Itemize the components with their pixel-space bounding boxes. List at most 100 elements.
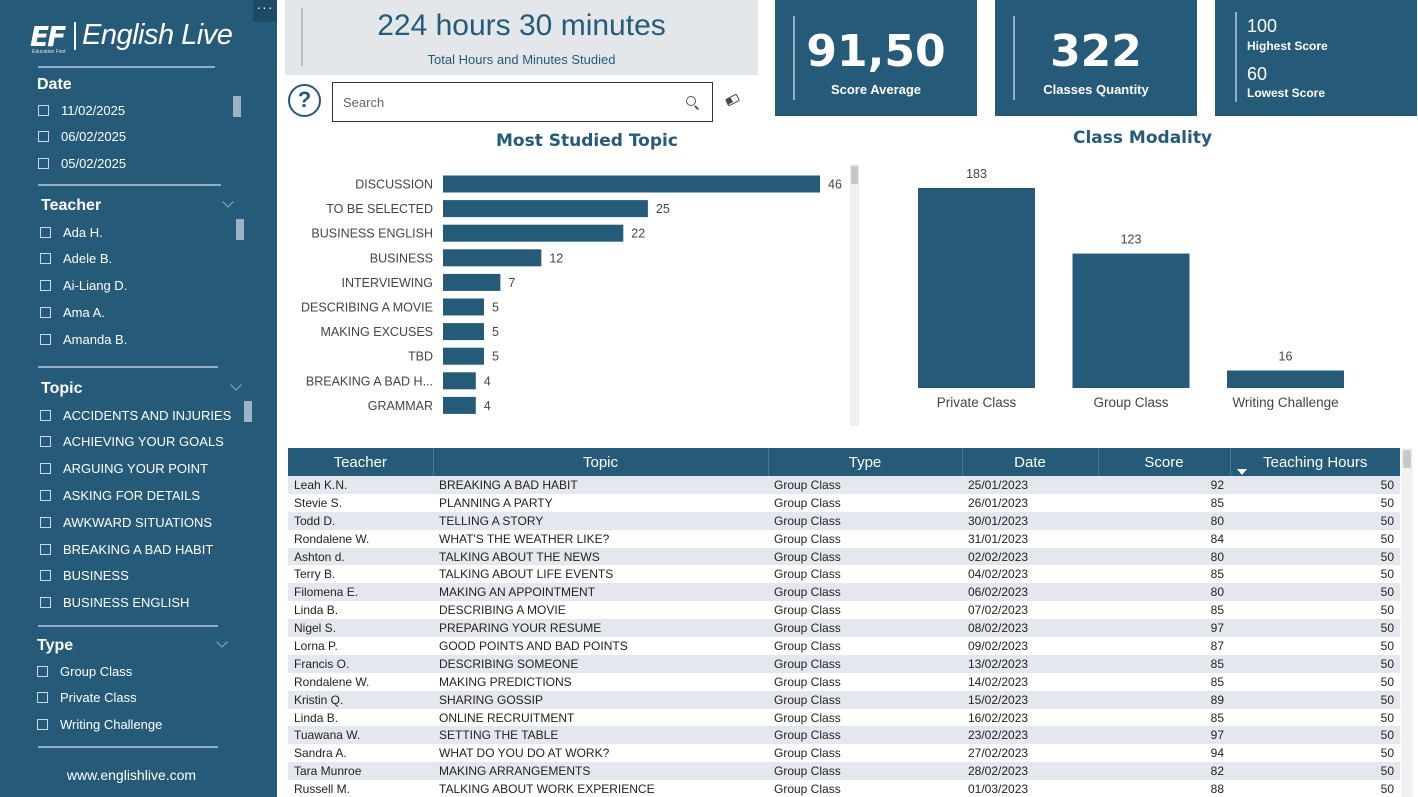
table-row[interactable]: Kristin Q. SHARING GOSSIP Group Class 15/02…: [288, 690, 1400, 709]
topic-option[interactable]: ACHIEVING YOUR GOALS: [40, 432, 224, 452]
checkbox[interactable]: [38, 157, 49, 169]
table-row[interactable]: Rondalene W. WHAT'S THE WEATHER LIKE? Grou…: [288, 529, 1400, 548]
checkbox[interactable]: [40, 306, 51, 318]
column-header[interactable]: Score: [1098, 448, 1231, 476]
teacher-option[interactable]: Amanda B.: [40, 329, 127, 349]
type-option[interactable]: Group Class: [37, 661, 132, 681]
table-row[interactable]: Sandra A. WHAT DO YOU DO AT WORK? Group Cl…: [288, 744, 1400, 763]
topic-bar[interactable]: [443, 396, 476, 414]
topic-bar[interactable]: [443, 298, 484, 316]
column-header-label: Teacher: [333, 453, 387, 471]
scrollbar-thumb[interactable]: [851, 166, 858, 184]
column-header[interactable]: Type: [768, 448, 963, 476]
checkbox[interactable]: [38, 131, 49, 142]
table-row[interactable]: Stevie S. PLANNING A PARTY Group Class 26/0…: [288, 493, 1400, 512]
checkbox[interactable]: [37, 692, 48, 703]
chevron-down-icon[interactable]: [216, 636, 228, 648]
question-icon[interactable]: ?: [288, 84, 321, 117]
table-row[interactable]: Todd D. TELLING A STORY Group Class 30/01/2…: [288, 511, 1400, 530]
checkbox[interactable]: [40, 436, 51, 448]
checkbox[interactable]: [40, 597, 51, 609]
checkbox[interactable]: [40, 226, 51, 238]
table-row[interactable]: Rondalene W. MAKING PREDICTIONS Group Clas…: [288, 672, 1400, 691]
table-cell: 50: [1230, 511, 1400, 530]
topic-option[interactable]: BUSINESS: [40, 566, 129, 586]
checkbox[interactable]: [40, 463, 51, 475]
table-row[interactable]: Russell M. TALKING ABOUT WORK EXPERIENCE G…: [288, 780, 1400, 797]
modality-bar-value: 183: [966, 167, 987, 181]
table-cell: Filomena E.: [288, 583, 433, 602]
table-row[interactable]: Tara Munroe MAKING ARRANGEMENTS Group Clas…: [288, 762, 1400, 781]
table-row[interactable]: Tuawana W. SETTING THE TABLE Group Class 23…: [288, 726, 1400, 745]
type-option[interactable]: Private Class: [37, 688, 137, 708]
chevron-down-icon[interactable]: [230, 379, 242, 391]
date-option[interactable]: 05/02/2025: [38, 153, 126, 173]
table-row[interactable]: Filomena E. MAKING AN APPOINTMENT Group Cl…: [288, 583, 1400, 602]
topic-filter-scrollbar[interactable]: [244, 401, 252, 422]
date-filter-scrollbar[interactable]: [233, 96, 241, 117]
topic-axis-label: TBD: [408, 350, 433, 364]
teacher-option[interactable]: Ama A.: [40, 302, 105, 322]
search-icon[interactable]: [686, 96, 696, 106]
table-row[interactable]: Linda B. ONLINE RECRUITMENT Group Class 16/…: [288, 708, 1400, 727]
table-row[interactable]: Linda B. DESCRIBING A MOVIE Group Class 07/…: [288, 601, 1400, 620]
chevron-down-icon[interactable]: [222, 196, 234, 208]
checkbox[interactable]: [38, 104, 49, 116]
column-header[interactable]: Teacher: [288, 448, 434, 476]
checkbox[interactable]: [37, 718, 48, 730]
topic-bar[interactable]: [443, 200, 648, 218]
column-header[interactable]: Teaching Hours: [1230, 448, 1400, 476]
date-option[interactable]: 11/02/2025: [38, 100, 125, 120]
table-row[interactable]: Nigel S. PREPARING YOUR RESUME Group Class…: [288, 619, 1400, 638]
topic-option[interactable]: AWKWARD SITUATIONS: [40, 512, 212, 532]
topic-bar[interactable]: [443, 224, 624, 242]
checkbox[interactable]: [40, 333, 51, 345]
topic-bar[interactable]: [443, 273, 501, 291]
table-scrollbar[interactable]: [1401, 448, 1413, 797]
eraser-icon[interactable]: [724, 93, 741, 107]
column-header[interactable]: Topic: [433, 448, 769, 476]
topic-option[interactable]: ASKING FOR DETAILS: [40, 485, 200, 505]
type-option[interactable]: Writing Challenge: [37, 714, 162, 734]
teacher-option[interactable]: Adele B.: [40, 249, 112, 269]
column-header[interactable]: Date: [962, 448, 1099, 476]
topic-option[interactable]: ARGUING YOUR POINT: [40, 459, 208, 479]
more-options-button[interactable]: ···: [253, 0, 277, 22]
date-option[interactable]: 06/02/2025: [38, 127, 126, 147]
teacher-option[interactable]: Ada H.: [40, 222, 103, 242]
table-row[interactable]: Francis O. DESCRIBING SOMEONE Group Class 1…: [288, 654, 1400, 673]
topic-bar[interactable]: [443, 249, 542, 267]
table-cell: 50: [1230, 744, 1400, 763]
topic-bar[interactable]: [443, 372, 476, 390]
modality-bar[interactable]: [918, 188, 1035, 388]
modality-bar[interactable]: [1072, 253, 1190, 388]
search-input[interactable]: [343, 92, 673, 112]
topic-bar[interactable]: [443, 347, 484, 365]
topic-option[interactable]: ACCIDENTS AND INJURIES: [40, 405, 231, 425]
teacher-option[interactable]: Ai-Liang D.: [40, 276, 127, 296]
checkbox[interactable]: [40, 543, 51, 555]
table-row[interactable]: Ashton d. TALKING ABOUT THE NEWS Group Cla…: [288, 547, 1400, 566]
table-cell: 31/01/2023: [962, 529, 1098, 548]
checkbox[interactable]: [40, 280, 51, 292]
sort-desc-icon[interactable]: [1236, 469, 1247, 475]
topic-option[interactable]: BUSINESS ENGLISH: [40, 593, 189, 613]
modality-bar[interactable]: [1227, 370, 1344, 388]
table-row[interactable]: Terry B. TALKING ABOUT LIFE EVENTS Group C…: [288, 565, 1400, 584]
checkbox[interactable]: [40, 570, 51, 582]
checkbox[interactable]: [40, 409, 51, 421]
table-row[interactable]: Lorna P. GOOD POINTS AND BAD POINTS Group …: [288, 637, 1400, 655]
topic-bar[interactable]: [443, 323, 484, 341]
table-row[interactable]: Leah K.N. BREAKING A BAD HABIT Group Class…: [288, 476, 1400, 494]
scrollbar-thumb[interactable]: [1403, 450, 1411, 468]
topic-bar[interactable]: [443, 175, 820, 193]
checkbox[interactable]: [40, 253, 51, 265]
table-header-row: Teacher Topic Type Date Score Teaching Hours: [288, 448, 1400, 476]
topic-chart-scrollbar[interactable]: [850, 164, 859, 426]
checkbox[interactable]: [37, 665, 48, 677]
topic-option[interactable]: BREAKING A BAD HABIT: [40, 539, 213, 559]
teacher-filter-scrollbar[interactable]: [236, 219, 244, 240]
checkbox[interactable]: [40, 516, 51, 528]
checkbox[interactable]: [40, 489, 51, 501]
website-link[interactable]: www.englishlive.com: [66, 767, 197, 783]
